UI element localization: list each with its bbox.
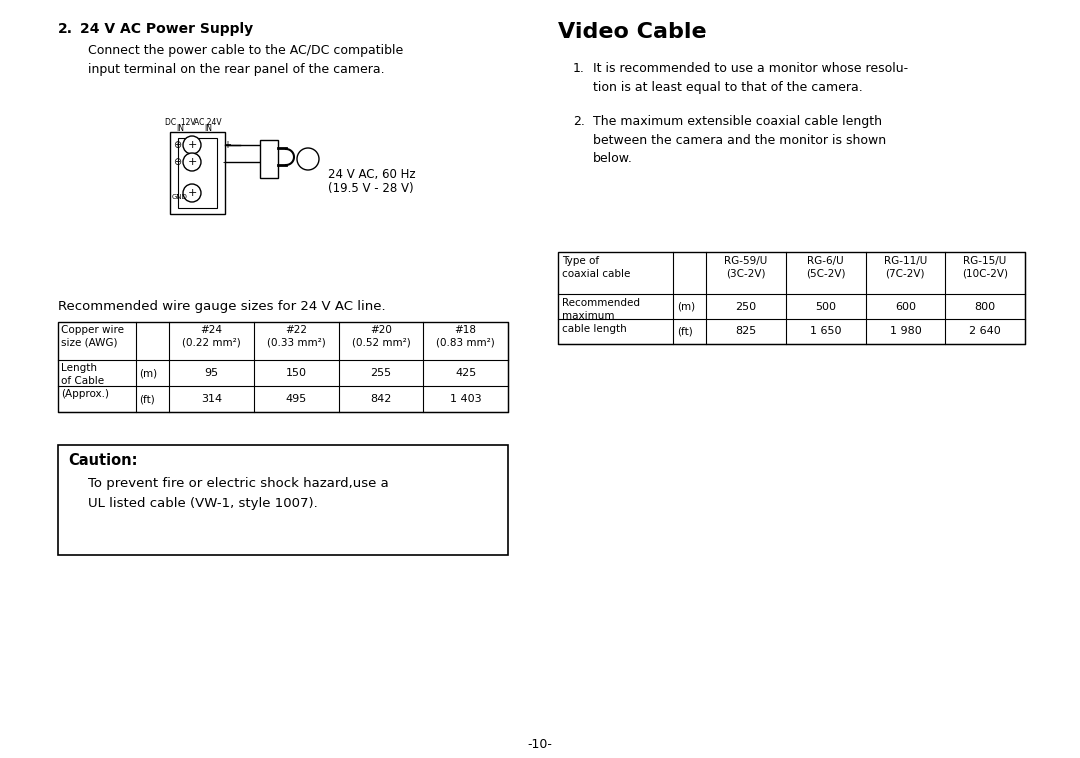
Bar <box>260 140 278 178</box>
Text: 800: 800 <box>974 302 996 312</box>
Text: Video Cable: Video Cable <box>558 22 706 42</box>
Text: +: + <box>187 188 197 198</box>
Text: +: + <box>222 140 231 150</box>
Text: 314: 314 <box>201 394 221 404</box>
Circle shape <box>183 136 201 154</box>
Text: Length
of Cable
(Approx.): Length of Cable (Approx.) <box>60 363 109 399</box>
Text: 495: 495 <box>285 394 307 404</box>
Text: Caution:: Caution: <box>68 453 137 468</box>
Text: +: + <box>187 140 197 150</box>
Bar <box>58 445 508 555</box>
Text: (ft): (ft) <box>677 327 692 337</box>
Circle shape <box>183 153 201 171</box>
Text: ⊕: ⊕ <box>173 140 181 150</box>
Text: GND: GND <box>172 194 188 200</box>
Text: (19.5 V - 28 V): (19.5 V - 28 V) <box>328 182 414 195</box>
Text: +: + <box>187 157 197 167</box>
Text: 255: 255 <box>370 368 391 378</box>
Text: #24
(0.22 mm²): #24 (0.22 mm²) <box>183 325 241 348</box>
Bar <box>170 132 225 214</box>
Bar <box>58 322 508 412</box>
Text: #18
(0.83 mm²): #18 (0.83 mm²) <box>436 325 495 348</box>
Text: 150: 150 <box>285 368 307 378</box>
Text: The maximum extensible coaxial cable length
between the camera and the monitor i: The maximum extensible coaxial cable len… <box>593 115 886 165</box>
Circle shape <box>183 184 201 202</box>
Text: Type of
coaxial cable: Type of coaxial cable <box>562 256 631 279</box>
Text: 842: 842 <box>370 394 392 404</box>
Text: 250: 250 <box>735 302 756 312</box>
Text: DC  12V: DC 12V <box>164 118 195 127</box>
Text: (m): (m) <box>677 302 696 312</box>
Text: -: - <box>222 157 227 167</box>
Text: (ft): (ft) <box>139 394 154 404</box>
Text: (m): (m) <box>139 368 157 378</box>
Text: 500: 500 <box>815 302 836 312</box>
Text: 825: 825 <box>735 327 756 337</box>
Text: RG-11/U
(7C-2V): RG-11/U (7C-2V) <box>883 256 927 279</box>
Text: 24 V AC, 60 Hz: 24 V AC, 60 Hz <box>328 168 416 181</box>
Text: Copper wire
size (AWG): Copper wire size (AWG) <box>60 325 124 348</box>
Bar <box>558 252 1025 344</box>
Text: Connect the power cable to the AC/DC compatible
input terminal on the rear panel: Connect the power cable to the AC/DC com… <box>87 44 403 76</box>
Text: Recommended wire gauge sizes for 24 V AC line.: Recommended wire gauge sizes for 24 V AC… <box>58 300 386 313</box>
Text: #22
(0.33 mm²): #22 (0.33 mm²) <box>267 325 325 348</box>
Text: 2.: 2. <box>573 115 585 128</box>
Text: RG-59/U
(3C-2V): RG-59/U (3C-2V) <box>725 256 768 279</box>
Text: ⊖: ⊖ <box>173 157 181 167</box>
Text: 95: 95 <box>204 368 218 378</box>
Text: Recommended
maximum
cable length: Recommended maximum cable length <box>562 298 640 334</box>
Text: IN: IN <box>176 124 184 133</box>
Text: 1 403: 1 403 <box>449 394 482 404</box>
Text: IN: IN <box>204 124 212 133</box>
Text: 600: 600 <box>895 302 916 312</box>
Text: To prevent fire or electric shock hazard,use a: To prevent fire or electric shock hazard… <box>87 477 389 490</box>
Text: -10-: -10- <box>527 738 553 751</box>
Text: 425: 425 <box>455 368 476 378</box>
Text: 24 V AC Power Supply: 24 V AC Power Supply <box>80 22 253 36</box>
Text: RG-15/U
(10C-2V): RG-15/U (10C-2V) <box>962 256 1008 279</box>
Text: #20
(0.52 mm²): #20 (0.52 mm²) <box>351 325 410 348</box>
Text: 2.: 2. <box>58 22 73 36</box>
Text: 2 640: 2 640 <box>969 327 1001 337</box>
Circle shape <box>297 148 319 170</box>
Text: 1 980: 1 980 <box>890 327 921 337</box>
Text: 1 650: 1 650 <box>810 327 841 337</box>
Text: RG-6/U
(5C-2V): RG-6/U (5C-2V) <box>806 256 846 279</box>
Bar <box>178 138 217 208</box>
Text: UL listed cable (VW-1, style 1007).: UL listed cable (VW-1, style 1007). <box>87 497 318 510</box>
Text: It is recommended to use a monitor whose resolu-
tion is at least equal to that : It is recommended to use a monitor whose… <box>593 62 908 93</box>
Text: AC 24V: AC 24V <box>194 118 221 127</box>
Text: 1.: 1. <box>573 62 585 75</box>
